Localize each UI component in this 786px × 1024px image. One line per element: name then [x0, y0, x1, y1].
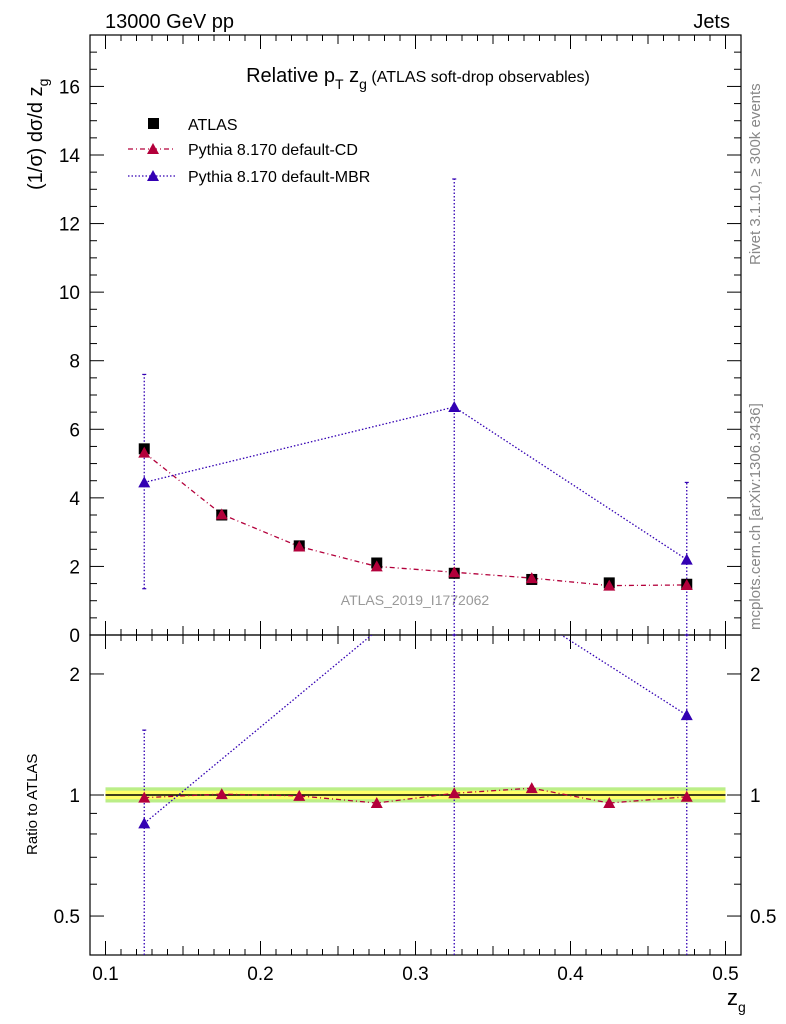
y-tick-label-ratio-right: 2: [750, 665, 761, 686]
legend-mbr-label: Pythia 8.170 default-MBR: [188, 169, 370, 186]
cd-ratio-point: [215, 788, 228, 800]
cd-point: [448, 566, 461, 578]
y-tick-label-main: 0: [69, 626, 80, 647]
mbr-point: [448, 401, 461, 412]
legend-cd-label: Pythia 8.170 default-CD: [188, 142, 358, 159]
x-tick-label: 0.5: [712, 964, 738, 985]
mbr-ratio-point: [138, 817, 151, 829]
title-sub1: T: [335, 76, 344, 92]
y-tick-label-main: 10: [59, 283, 80, 304]
y-axis-label-ratio: Ratio to ATLAS: [24, 754, 41, 855]
y-tick-label-main: 4: [69, 489, 80, 510]
header-left: 13000 GeV pp: [105, 11, 234, 33]
y-tick-label-main: 16: [59, 77, 80, 98]
x-axis-label: zg: [727, 985, 746, 1015]
main-panel-data: [138, 178, 693, 635]
y-tick-label-ratio-left: 1: [69, 786, 80, 807]
y-tick-labels-main: 0 2 4 6 8 10 12 14 16: [59, 77, 81, 647]
cd-point: [680, 578, 693, 590]
x-tick-label: 0.2: [247, 964, 273, 985]
legend: ATLAS Pythia 8.170 default-CD Pythia 8.1…: [128, 117, 370, 186]
cd-point: [525, 572, 538, 584]
cd-ratio-point: [680, 790, 693, 802]
x-axis-label-sub: g: [738, 999, 746, 1015]
legend-atlas-label: ATLAS: [188, 117, 238, 134]
mbr-point: [680, 553, 693, 565]
title-sub2: g: [359, 76, 367, 92]
cd-series-line: [143, 452, 687, 587]
y-tick-label-ratio-right: 1: [750, 786, 761, 807]
y-tick-label-main: 8: [69, 352, 80, 373]
title-main: Relative p: [246, 65, 335, 87]
x-axis-label-text: z: [727, 985, 738, 1010]
title-mid: z: [344, 65, 360, 87]
x-tick-label: 0.1: [92, 964, 118, 985]
cd-ratio-point: [603, 797, 616, 809]
y-tick-label-ratio-left: 0.5: [54, 907, 80, 928]
ratio-band: [105, 787, 726, 803]
y-axis-label-main-sub: g: [35, 79, 51, 87]
mbr-ratio-line: [143, 635, 688, 824]
cd-ratio-point: [138, 791, 151, 803]
cd-ratio-point: [370, 797, 383, 809]
y-tick-label-main: 12: [59, 215, 80, 236]
cd-ratio-point: [448, 787, 461, 799]
y-tick-label-ratio-right: 0.5: [750, 907, 776, 928]
y-axis-label-main: (1/σ) dσ/d zg: [25, 79, 51, 190]
x-tick-label: 0.3: [402, 964, 428, 985]
cd-point: [138, 446, 151, 458]
ratio-panel-data: [138, 635, 693, 955]
mbr-series-line: [144, 406, 688, 561]
y-tick-label-ratio-left: 2: [69, 665, 80, 686]
y-axis-label-main-text: (1/σ) dσ/d z: [25, 86, 47, 190]
header-right: Jets: [693, 11, 730, 33]
cd-ratio-point: [525, 782, 538, 794]
rivet-label: Rivet 3.1.10, ≥ 300k events: [747, 83, 764, 265]
legend-atlas-marker: [148, 118, 159, 129]
analysis-watermark: ATLAS_2019_I1772062: [341, 592, 490, 608]
cd-ratio-point: [293, 789, 306, 801]
y-tick-label-main: 6: [69, 420, 80, 441]
legend-cd-marker: [147, 143, 159, 154]
axis-ticks: [90, 34, 741, 956]
y-tick-label-main: 2: [69, 557, 80, 578]
cd-point: [603, 579, 616, 591]
mcplots-label: mcplots.cern.ch [arXiv:1306.3436]: [747, 403, 764, 630]
cd-point: [293, 540, 306, 552]
mbr-point: [138, 476, 151, 488]
cd-point: [370, 560, 383, 572]
y-tick-label-main: 14: [59, 146, 81, 167]
cd-point: [215, 508, 228, 520]
title-tail: (ATLAS soft-drop observables): [367, 69, 590, 86]
legend-mbr-marker: [147, 170, 159, 181]
x-tick-label: 0.4: [557, 964, 584, 985]
y-tick-labels-ratio: 0.5 0.5 1 1 2 2: [54, 665, 777, 928]
plot-title: Relative pT zg (ATLAS soft-drop observab…: [246, 65, 590, 92]
mbr-ratio-point: [680, 709, 693, 721]
x-tick-labels: 0.1 0.2 0.3 0.4 0.5: [92, 964, 738, 985]
